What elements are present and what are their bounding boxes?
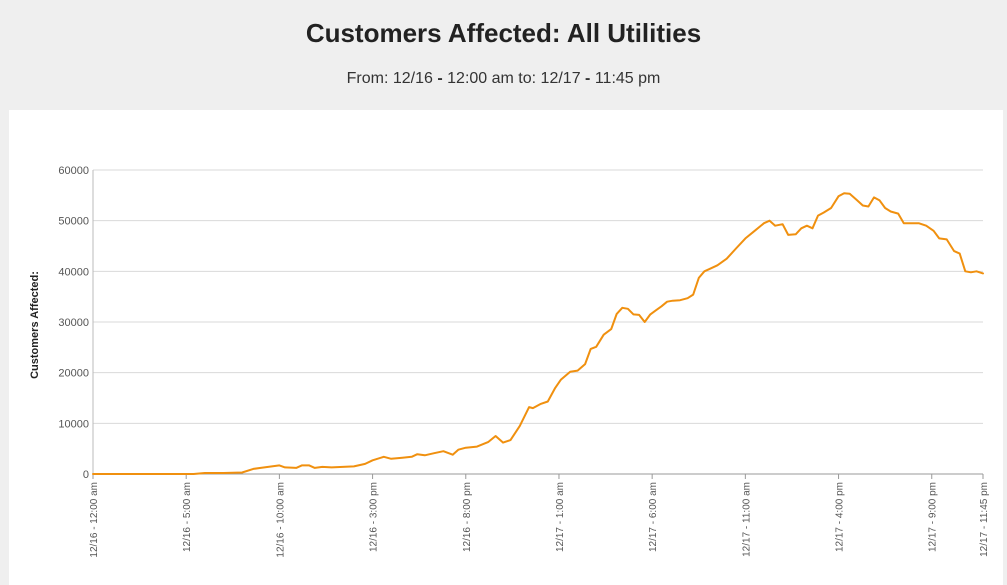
y-tick-label: 10000 — [58, 418, 89, 430]
y-tick-label: 40000 — [58, 266, 89, 278]
x-tick-label: 12/17 - 4:00 pm — [835, 482, 846, 552]
x-tick-label: 12/16 - 3:00 pm — [369, 482, 380, 552]
y-tick-label: 60000 — [58, 165, 89, 177]
chart-panel — [9, 110, 1003, 585]
y-tick-label: 50000 — [58, 216, 89, 228]
x-tick-label: 12/17 - 9:00 pm — [928, 482, 939, 552]
to-separator: - — [585, 70, 591, 87]
from-separator: - — [437, 70, 443, 87]
to-date: 12/17 — [540, 70, 581, 87]
x-tick-label: 12/16 - 12:00 am — [89, 482, 100, 558]
chart-header: Customers Affected: All Utilities From: … — [0, 0, 1007, 110]
series-group — [92, 192, 984, 475]
y-tick-label: 20000 — [58, 368, 89, 380]
y-tick-label: 0 — [83, 469, 89, 481]
from-label: From: — [346, 70, 393, 87]
y-axis-label: Customers Affected: — [29, 271, 41, 379]
x-tick-label: 12/16 - 8:00 pm — [462, 482, 473, 552]
y-tick-label: 30000 — [58, 317, 89, 329]
x-tick-label: 12/17 - 6:00 am — [648, 482, 659, 552]
to-time: 11:45 pm — [594, 70, 661, 87]
chart-subtitle: From: 12/16 - 12:00 am to: 12/17 - 11:45… — [0, 70, 1007, 88]
from-date: 12/16 — [392, 70, 433, 87]
from-time: 12:00 am — [447, 70, 514, 87]
grid-lines — [93, 169, 983, 475]
x-tick-label: 12/17 - 11:45 pm — [979, 482, 990, 557]
x-tick-label: 12/16 - 10:00 am — [275, 482, 286, 558]
x-tick-label: 12/17 - 1:00 am — [555, 482, 566, 552]
y-axis: 0 10000 20000 30000 40000 50000 60000 — [58, 165, 94, 481]
to-label: to: — [513, 70, 541, 87]
series-line — [92, 192, 984, 475]
x-axis: 12/16 - 12:00 am 12/16 - 5:00 am 12/16 - 1… — [89, 473, 990, 558]
chart-title: Customers Affected: All Utilities — [305, 18, 702, 48]
x-tick-label: 12/17 - 11:00 am — [741, 482, 752, 557]
x-tick-label: 12/16 - 5:00 am — [182, 482, 193, 552]
